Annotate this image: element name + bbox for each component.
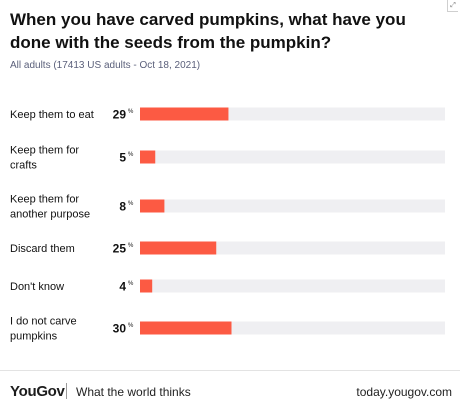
footer-divider	[0, 370, 460, 371]
bar-chart: Keep them to eat 29 % Keep them for crafts 5%…	[10, 107, 445, 343]
yougov-logo[interactable]: YouGov	[10, 383, 65, 400]
value-label: 4	[119, 280, 126, 294]
category-label-line: I do not carve	[10, 316, 77, 328]
site-link[interactable]: today.yougov.com	[356, 385, 452, 399]
percent-sign: %	[128, 323, 134, 329]
category-label: Discard them	[10, 243, 75, 255]
category-label: Keep them for crafts	[10, 145, 79, 172]
value-label: 25	[113, 242, 127, 256]
percent-sign: %	[128, 243, 134, 249]
footer-separator	[66, 383, 67, 399]
bar	[140, 241, 217, 255]
category-label-line: Keep them for	[10, 145, 79, 157]
category-label-line: crafts	[10, 160, 37, 172]
percent-sign: %	[128, 109, 134, 115]
category-label-line: another purpose	[10, 209, 90, 221]
value-label: 30	[113, 322, 127, 336]
bar-track	[140, 279, 445, 293]
percent-sign: %	[128, 281, 134, 287]
value-label: 8	[119, 200, 126, 214]
category-label-line: pumpkins	[10, 331, 58, 343]
value-label: 5	[119, 151, 126, 165]
category-label: I do not carve pumpkins	[10, 316, 77, 343]
bar	[140, 321, 232, 335]
bar	[140, 199, 165, 213]
footer-tagline: What the world thinks	[76, 385, 191, 399]
bar	[140, 107, 229, 121]
percent-sign: %	[128, 201, 134, 207]
category-label-line: Discard them	[10, 243, 75, 255]
category-label-line: Keep them to eat	[10, 109, 94, 121]
bar-track	[140, 199, 445, 213]
category-label: Keep them to eat	[10, 109, 94, 121]
bar	[140, 150, 156, 164]
value-label: 29	[113, 108, 127, 122]
footer: YouGov What the world thinks today.yougo…	[0, 378, 460, 404]
percent-sign: %	[128, 152, 134, 158]
bar-track	[140, 150, 445, 164]
category-label-line: Don't know	[10, 281, 64, 293]
category-label: Don't know	[10, 281, 64, 293]
category-label: Keep them for another purpose	[10, 194, 90, 221]
expand-icon[interactable]: ⤢	[447, 0, 458, 12]
bar	[140, 279, 153, 293]
chart-subtitle: All adults (17413 US adults - Oct 18, 20…	[10, 60, 201, 71]
category-label-line: Keep them for	[10, 194, 79, 206]
chart-title: When you have carved pumpkins, what have…	[10, 10, 406, 52]
